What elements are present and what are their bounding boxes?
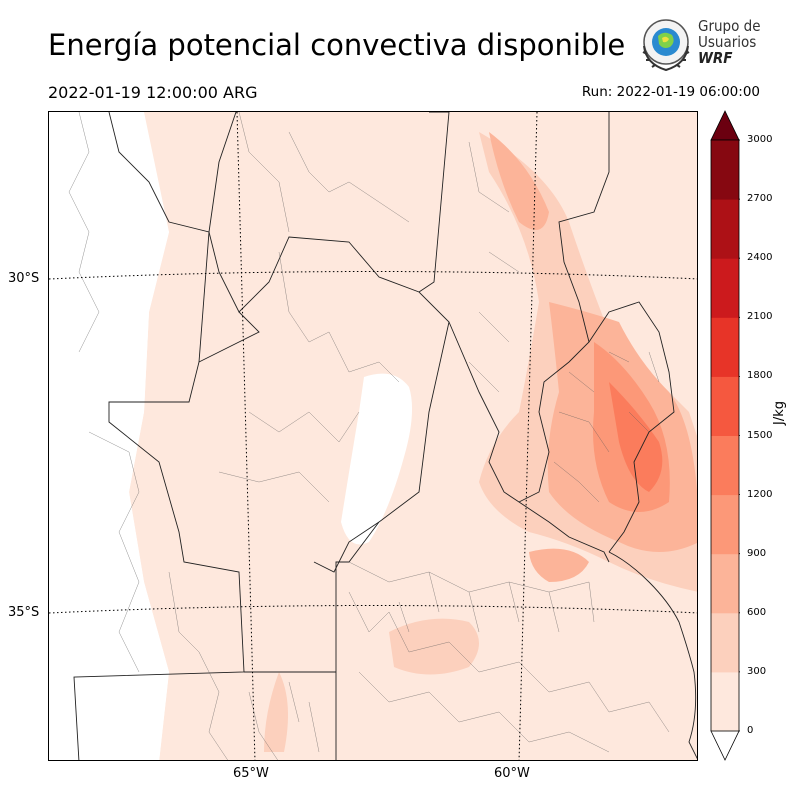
colorbar-tick-label: 2700 [747, 193, 773, 205]
colorbar-tick-label: 1200 [747, 488, 773, 500]
colorbar-tick-label: 2400 [747, 252, 773, 264]
cape-field-600-900-south [529, 548, 589, 582]
colorbar-bin-7 [711, 258, 739, 318]
colorbar-bin-3 [711, 494, 739, 555]
cape-field-600-900-north [489, 132, 549, 230]
logo-line-1: Grupo de [698, 17, 761, 35]
no-cape-patch [341, 373, 413, 545]
colorbar-bin-8 [711, 199, 739, 259]
colorbar-bin-0 [711, 671, 739, 732]
lon-label-65w: 65°W [233, 766, 269, 781]
colorbar-scale [710, 110, 743, 761]
colorbar-bin-6 [711, 317, 739, 377]
coastline [608, 551, 697, 760]
cape-field-1200-1500 [609, 382, 663, 492]
valid-time: 2022-01-19 12:00:00 ARG [48, 83, 258, 102]
colorbar-tick-label: 0 [747, 725, 754, 736]
colorbar [710, 110, 743, 766]
colorbar-bin-9 [711, 140, 739, 200]
department-borders [68, 112, 670, 760]
colorbar-bin-4 [711, 435, 739, 496]
colorbar-extend-max [710, 110, 740, 141]
colorbar-bin-5 [711, 376, 739, 436]
globe-laurel-icon [642, 19, 690, 72]
logo-text: Grupo de Usuarios WRF [698, 18, 761, 66]
run-time: Run: 2022-01-19 06:00:00 [581, 84, 760, 100]
colorbar-tick-label: 900 [747, 547, 767, 559]
colorbar-bin-1 [711, 612, 739, 673]
colorbar-tick-label: 1500 [747, 429, 773, 441]
province-borders [73, 112, 675, 760]
cape-field-300-600-sw [264, 672, 288, 752]
logo-line-3: WRF [698, 49, 733, 67]
map-title: Energía potencial convectiva disponible [48, 28, 626, 62]
colorbar-tick-label: 2100 [747, 311, 773, 323]
colorbar-bin-2 [711, 553, 739, 614]
lat-label-30s: 30°S [8, 271, 40, 286]
map-canvas [49, 112, 697, 760]
lon-label-60w: 60°W [494, 766, 530, 781]
cape-map [48, 111, 698, 761]
colorbar-tick-label: 1800 [747, 370, 773, 382]
colorbar-unit: J/kg [772, 401, 787, 425]
colorbar-tick-label: 3000 [747, 134, 773, 145]
cape-field-300-600-south [389, 618, 479, 675]
colorbar-tick-label: 300 [747, 665, 767, 677]
colorbar-tick-label: 600 [747, 606, 767, 618]
no-cape-patch-west [49, 112, 169, 760]
colorbar-extend-min [710, 730, 740, 761]
wrf-users-group-logo: Grupo de Usuarios WRF [638, 16, 763, 76]
graticule [49, 112, 697, 760]
logo-line-2: Usuarios [698, 33, 757, 51]
lat-label-35s: 35°S [8, 605, 40, 620]
